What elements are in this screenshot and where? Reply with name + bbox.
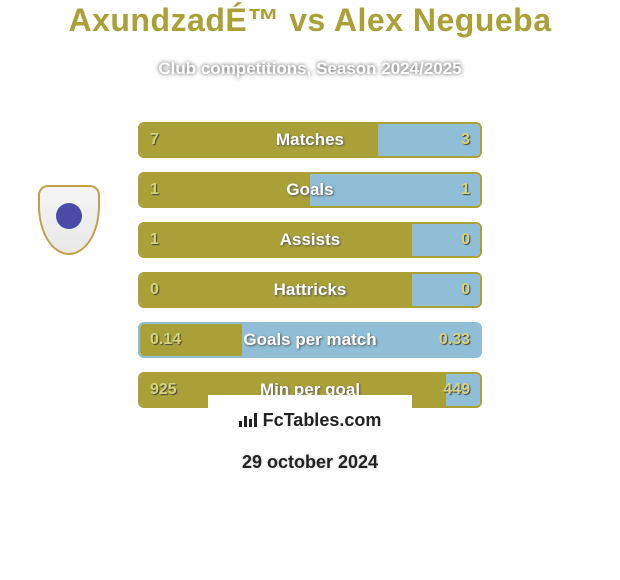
stat-value-right: 449: [433, 374, 480, 406]
stat-value-left: 925: [140, 374, 187, 406]
stat-value-right: 0.33: [429, 324, 480, 356]
barchart-icon: [239, 413, 257, 427]
stat-row: 00Hattricks: [138, 272, 482, 308]
stat-value-right: 0: [451, 274, 480, 306]
player-left-avatar: [20, 119, 100, 157]
stat-value-left: 7: [140, 124, 169, 156]
page-title: AxundzadÉ™ vs Alex Negueba: [0, 2, 620, 39]
comparison-bars: 73Matches11Goals10Assists00Hattricks0.14…: [138, 122, 482, 422]
stat-value-left: 0.14: [140, 324, 191, 356]
stat-row: 73Matches: [138, 122, 482, 158]
shield-icon: [38, 185, 100, 255]
stat-value-left: 1: [140, 174, 169, 206]
stat-value-left: 0: [140, 274, 169, 306]
site-logo: FcTables.com: [239, 410, 382, 431]
stat-row: 10Assists: [138, 222, 482, 258]
site-badge[interactable]: FcTables.com: [208, 395, 412, 445]
page-subtitle: Club competitions, Season 2024/2025: [0, 59, 620, 79]
player-right-avatar: [520, 119, 600, 157]
bar-segment-left: [140, 124, 378, 156]
snapshot-date: 29 october 2024: [0, 452, 620, 473]
stat-value-right: 1: [451, 174, 480, 206]
bar-segment-left: [140, 224, 412, 256]
club-right-badge: [520, 172, 600, 210]
stat-value-left: 1: [140, 224, 169, 256]
site-name: FcTables.com: [263, 410, 382, 431]
stat-value-right: 0: [451, 224, 480, 256]
stat-row: 0.140.33Goals per match: [138, 322, 482, 358]
stat-row: 11Goals: [138, 172, 482, 208]
bar-segment-left: [140, 274, 412, 306]
stat-value-right: 3: [451, 124, 480, 156]
club-left-badge: [28, 179, 110, 261]
chart-container: AxundzadÉ™ vs Alex Negueba Club competit…: [0, 0, 620, 580]
